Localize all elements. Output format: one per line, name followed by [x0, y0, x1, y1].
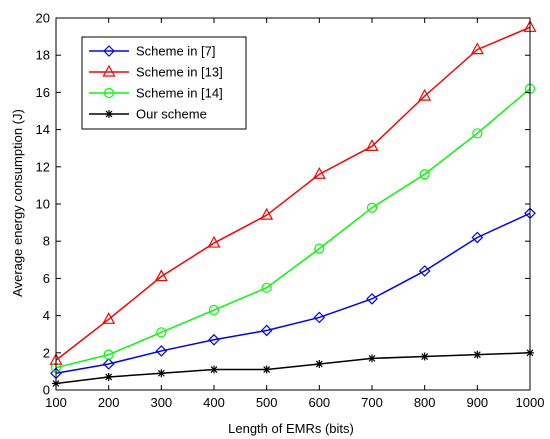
data-point-s1-8	[418, 265, 431, 277]
y-tick-label: 20	[36, 11, 50, 26]
data-point-s4-9	[473, 350, 482, 359]
legend-entry-1: Scheme in [7]	[89, 44, 216, 59]
x-tick-label: 700	[361, 395, 383, 410]
data-point-s1-7	[366, 293, 378, 305]
legend-marker-3	[103, 87, 115, 99]
data-point-s1-9	[471, 231, 484, 244]
x-axis-title: Length of EMRs (bits)	[228, 421, 354, 436]
legend-marker-4	[105, 110, 113, 118]
data-point-s3-7	[366, 202, 378, 213]
data-point-s3-6	[314, 243, 325, 254]
data-point-s4-4	[210, 365, 218, 374]
x-tick-label: 500	[256, 395, 278, 410]
data-point-s2-2	[102, 312, 116, 324]
data-point-s3-8	[419, 169, 430, 180]
y-tick-label: 12	[36, 159, 50, 174]
y-tick-label: 10	[36, 197, 50, 212]
data-point-s3-4	[208, 304, 220, 316]
legend-label-1: Scheme in [7]	[136, 44, 216, 59]
data-point-s4-6	[315, 359, 324, 368]
data-point-s4-3	[157, 369, 166, 378]
x-tick-label: 400	[203, 395, 225, 410]
data-point-s3-3	[156, 327, 167, 338]
data-point-s1-2	[102, 358, 115, 370]
data-point-s2-7	[365, 139, 379, 151]
data-point-s4-8	[420, 352, 429, 361]
data-point-s2-8	[418, 88, 432, 101]
data-point-s2-4	[207, 235, 221, 248]
data-point-s2-6	[312, 166, 326, 179]
legend-label-3: Scheme in [14]	[136, 86, 223, 101]
legend-entry-3: Scheme in [14]	[89, 86, 223, 101]
data-point-s2-9	[470, 42, 484, 55]
x-tick-label: 200	[98, 395, 120, 410]
y-tick-label: 8	[43, 234, 50, 249]
y-tick-label: 4	[43, 308, 50, 323]
y-tick-label: 16	[36, 85, 50, 100]
legend-entry-2: Scheme in [13]	[89, 65, 223, 80]
data-point-s1-3	[155, 345, 168, 357]
legend-label-2: Scheme in [13]	[136, 65, 223, 80]
legend-label-4: Our scheme	[136, 107, 207, 122]
legend-entry-4: Our scheme	[89, 107, 207, 122]
x-tick-label: 100	[45, 395, 67, 410]
data-point-s3-2	[103, 349, 114, 360]
data-point-s1-6	[313, 311, 326, 324]
series-line-1	[55, 212, 531, 374]
y-axis-title: Average energy consumption (J)	[10, 109, 25, 297]
data-point-s1-5	[260, 324, 273, 337]
data-point-s3-9	[472, 128, 483, 139]
series-line-4	[55, 352, 531, 385]
x-tick-label: 1000	[516, 395, 545, 410]
data-point-s4-2	[104, 372, 113, 381]
data-point-s1-4	[208, 333, 220, 346]
x-tick-label: 300	[150, 395, 172, 410]
data-point-s2-5	[260, 207, 274, 220]
data-point-s4-7	[368, 354, 376, 363]
legend-marker-2	[102, 64, 116, 77]
data-point-s4-5	[262, 365, 271, 374]
y-tick-label: 14	[36, 122, 50, 137]
series-line-2	[55, 26, 531, 361]
legend-marker-1	[103, 45, 115, 57]
data-point-s3-5	[261, 282, 272, 293]
x-tick-label: 600	[308, 395, 330, 410]
y-tick-label: 6	[43, 271, 50, 286]
y-tick-label: 2	[43, 345, 50, 360]
x-tick-label: 900	[466, 395, 488, 410]
data-point-s2-3	[154, 269, 168, 282]
x-tick-label: 800	[414, 395, 436, 410]
y-tick-label: 0	[43, 383, 50, 398]
y-tick-label: 18	[36, 48, 50, 63]
series-line-3	[55, 88, 531, 369]
